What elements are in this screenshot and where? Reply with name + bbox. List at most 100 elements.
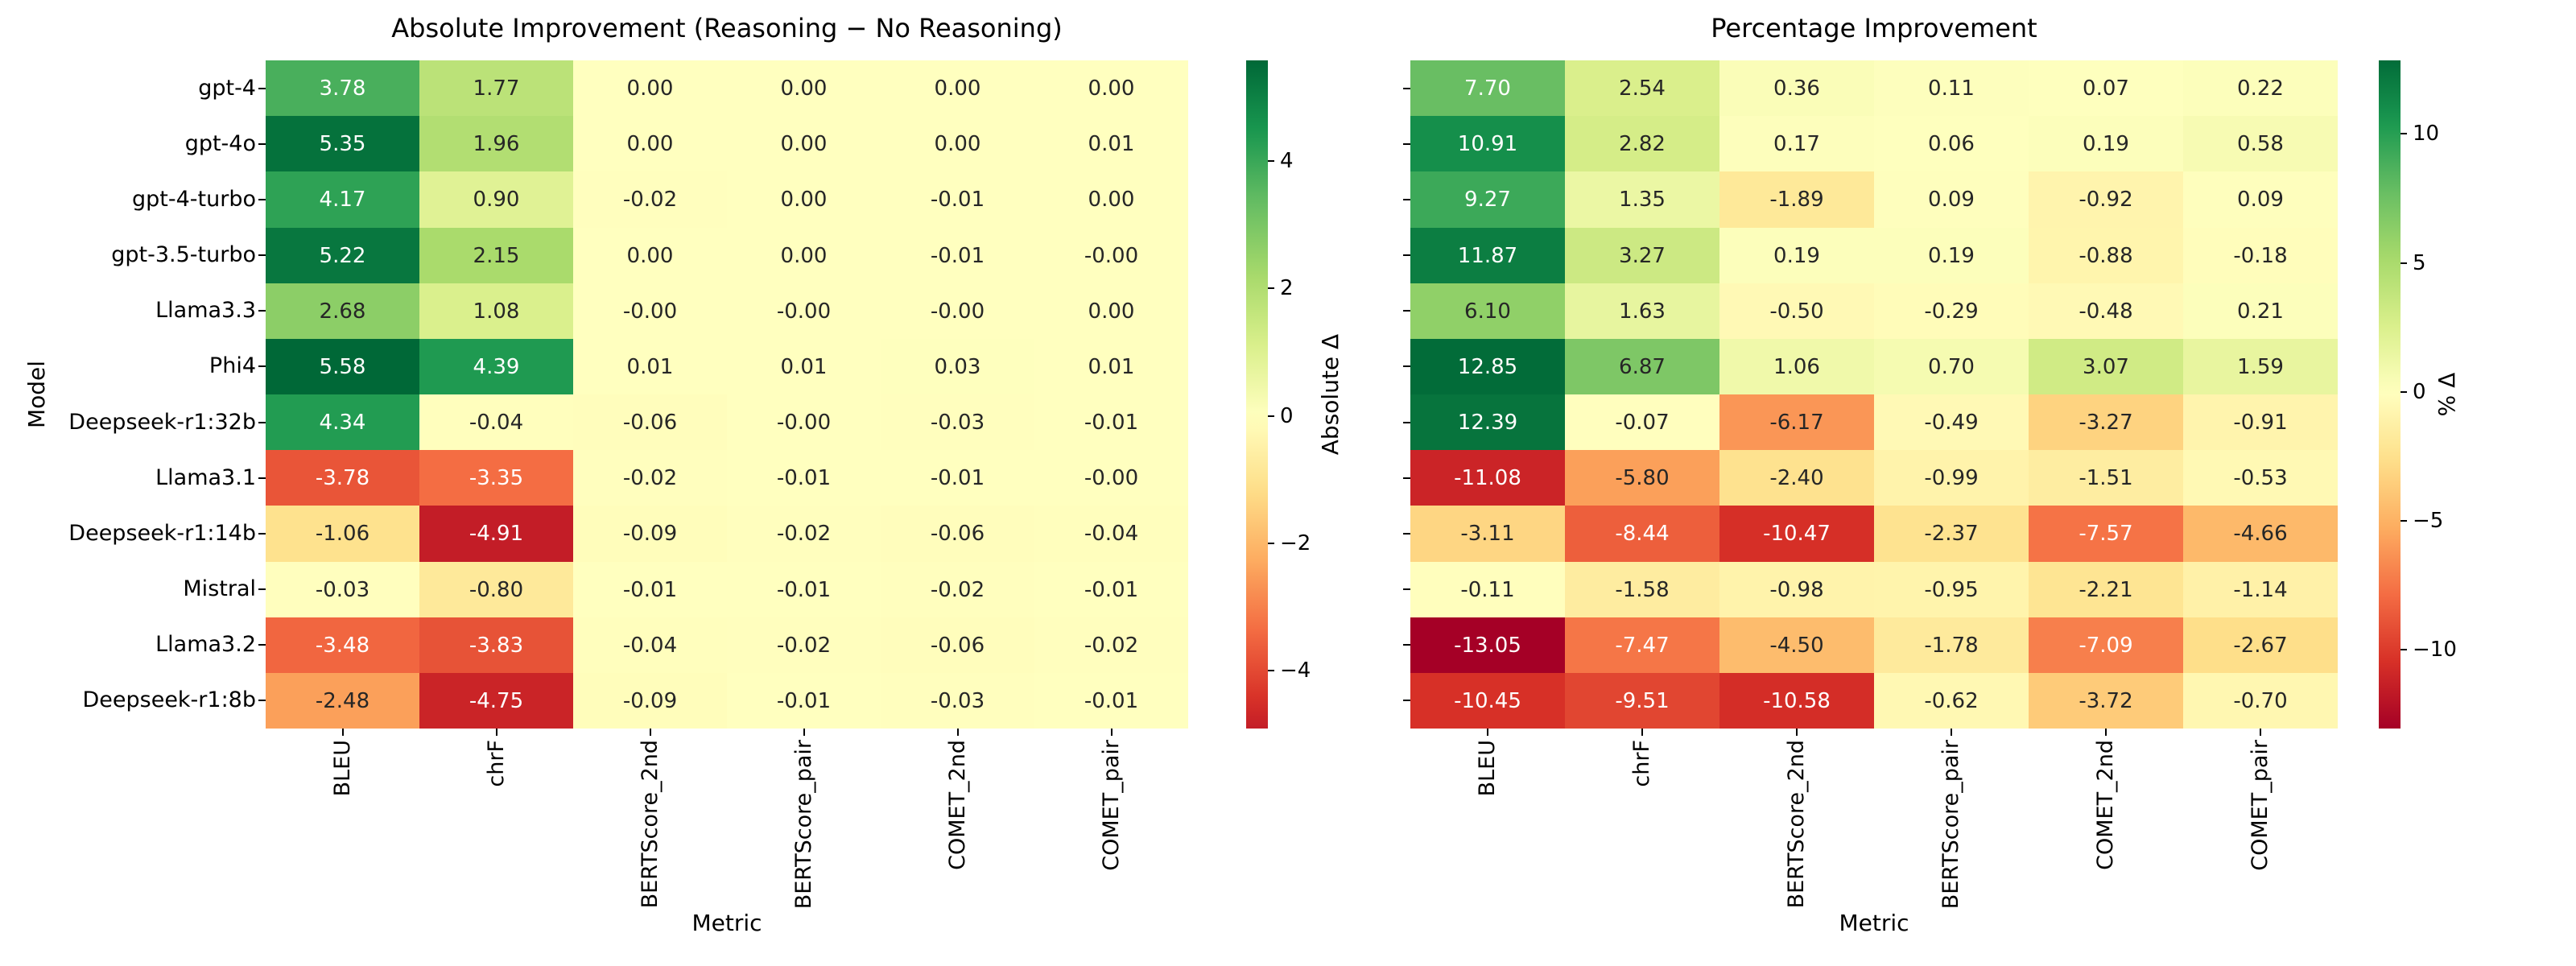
y-axis-tick [1403, 532, 1410, 535]
y-axis-tick [258, 588, 266, 591]
heatmap-cell: -0.18 [2183, 228, 2338, 283]
row-label: gpt-3.5-turbo [111, 242, 256, 268]
col-label: COMET_2nd [2093, 740, 2118, 870]
heatmap-cell: -3.83 [419, 617, 573, 673]
heatmap-cell: 0.00 [573, 116, 727, 171]
heatmap-cell: 0.00 [727, 171, 881, 228]
col-label: COMET_pair [2248, 740, 2273, 871]
colorbar-tick-label: 5 [2413, 250, 2426, 275]
heatmap-cell: -1.89 [1719, 171, 1874, 228]
y-axis-tick [258, 365, 266, 368]
heatmap-cell: 11.87 [1410, 228, 1565, 283]
heatmap-cell: -3.72 [2029, 673, 2183, 729]
heatmap-cell: 5.35 [266, 116, 419, 171]
heatmap-cell: -3.27 [2029, 394, 2183, 450]
heatmap-cell: 0.19 [2029, 116, 2183, 171]
y-axis-tick [1403, 254, 1410, 257]
heatmap-cell: -0.95 [1874, 562, 2029, 617]
heatmap-cell: -13.05 [1410, 617, 1565, 673]
colorbar-label: % Δ [2434, 372, 2460, 417]
heatmap-cell: 0.09 [1874, 171, 2029, 228]
heatmap-cell: -0.91 [2183, 394, 2338, 450]
y-axis-tick [258, 532, 266, 535]
heatmap-cell: -10.47 [1719, 506, 1874, 562]
colorbar-tick-label: 2 [1280, 276, 1294, 301]
heatmap-cell: 2.54 [1565, 60, 1719, 116]
x-axis-tick [803, 729, 805, 736]
heatmap-cell: -0.53 [2183, 450, 2338, 506]
heatmap-cell: 0.00 [1034, 60, 1188, 116]
col-label: BLEU [1475, 740, 1500, 797]
heatmap-cell: -0.02 [573, 171, 727, 228]
x-axis-tick [1487, 729, 1488, 736]
heatmap-cell: -0.02 [1034, 617, 1188, 673]
x-axis-tick [2105, 729, 2107, 736]
heatmap-cell: 9.27 [1410, 171, 1565, 228]
colorbar-tick-label: −2 [1280, 530, 1311, 555]
colorbar-tick-label: 4 [1280, 149, 1294, 173]
y-axis-tick [258, 198, 266, 200]
heatmap-cell: 0.00 [573, 60, 727, 116]
row-label: Llama3.2 [155, 632, 256, 658]
heatmap-cell: -2.21 [2029, 562, 2183, 617]
heatmap-cell: -5.80 [1565, 450, 1719, 506]
heatmap-cell: 0.17 [1719, 116, 1874, 171]
x-axis-tick [1796, 729, 1798, 736]
heatmap-cell: -1.14 [2183, 562, 2338, 617]
heatmap-cell: 0.00 [727, 116, 881, 171]
row-label: Phi4 [208, 353, 256, 379]
heatmap-cell: -2.48 [266, 673, 419, 729]
colorbar-tick [1268, 542, 1274, 544]
y-axis-tick [1403, 477, 1410, 479]
col-label: COMET_2nd [944, 740, 970, 870]
heatmap-cell: -0.01 [1034, 673, 1188, 729]
y-axis-tick [1403, 365, 1410, 368]
heatmap-cell: 4.17 [266, 171, 419, 228]
row-label: gpt-4 [198, 75, 256, 101]
colorbar-tick-label: −10 [2413, 638, 2457, 663]
heatmap-cell: -0.03 [881, 394, 1034, 450]
heatmap-cell: 0.00 [727, 228, 881, 283]
heatmap-cell: 0.58 [2183, 116, 2338, 171]
y-axis-tick [258, 644, 266, 646]
heatmap-cell: 0.19 [1874, 228, 2029, 283]
y-axis-tick [258, 310, 266, 312]
heatmap-cell: 0.00 [727, 60, 881, 116]
heatmap-cell: -0.02 [573, 450, 727, 506]
heatmap-cell: 0.01 [727, 339, 881, 394]
heatmap-cell: 12.85 [1410, 339, 1565, 394]
heatmap-cell: 2.68 [266, 283, 419, 339]
heatmap-cell: -0.50 [1719, 283, 1874, 339]
heatmap-cell: 0.22 [2183, 60, 2338, 116]
heatmap-cell: 0.01 [1034, 339, 1188, 394]
heatmap-cell: -0.03 [266, 562, 419, 617]
y-axis-tick [258, 254, 266, 257]
x-axis-tick [956, 729, 959, 736]
heatmap-cell: -0.80 [419, 562, 573, 617]
heatmap-cell: -0.70 [2183, 673, 2338, 729]
heatmap-cell: 1.35 [1565, 171, 1719, 228]
row-label: Deepseek-r1:14b [68, 520, 256, 546]
heatmap-cell: 2.82 [1565, 116, 1719, 171]
heatmap-cell: -0.02 [727, 617, 881, 673]
heatmap-cell: 0.00 [1034, 283, 1188, 339]
col-label: BERTScore_pair [791, 740, 816, 910]
row-label: gpt-4-turbo [132, 186, 256, 212]
col-label: BERTScore_2nd [1784, 740, 1809, 909]
x-axis-tick [649, 729, 651, 736]
heatmap-cell: 0.00 [881, 116, 1034, 171]
heatmap-cell: 0.03 [881, 339, 1034, 394]
colorbar [1246, 60, 1268, 729]
heatmap-cell: 0.70 [1874, 339, 2029, 394]
heatmap-cell: 0.36 [1719, 60, 1874, 116]
heatmap-cell: -0.01 [573, 562, 727, 617]
heatmap-cell: -6.17 [1719, 394, 1874, 450]
colorbar-label: Absolute Δ [1317, 333, 1344, 456]
heatmap-cell: 1.77 [419, 60, 573, 116]
row-label: Deepseek-r1:8b [82, 687, 256, 713]
heatmap-cell: -4.50 [1719, 617, 1874, 673]
heatmap-cell: 3.27 [1565, 228, 1719, 283]
heatmap-cell: -0.00 [1034, 228, 1188, 283]
heatmap-cell: 12.39 [1410, 394, 1565, 450]
colorbar-tick [1268, 287, 1274, 290]
